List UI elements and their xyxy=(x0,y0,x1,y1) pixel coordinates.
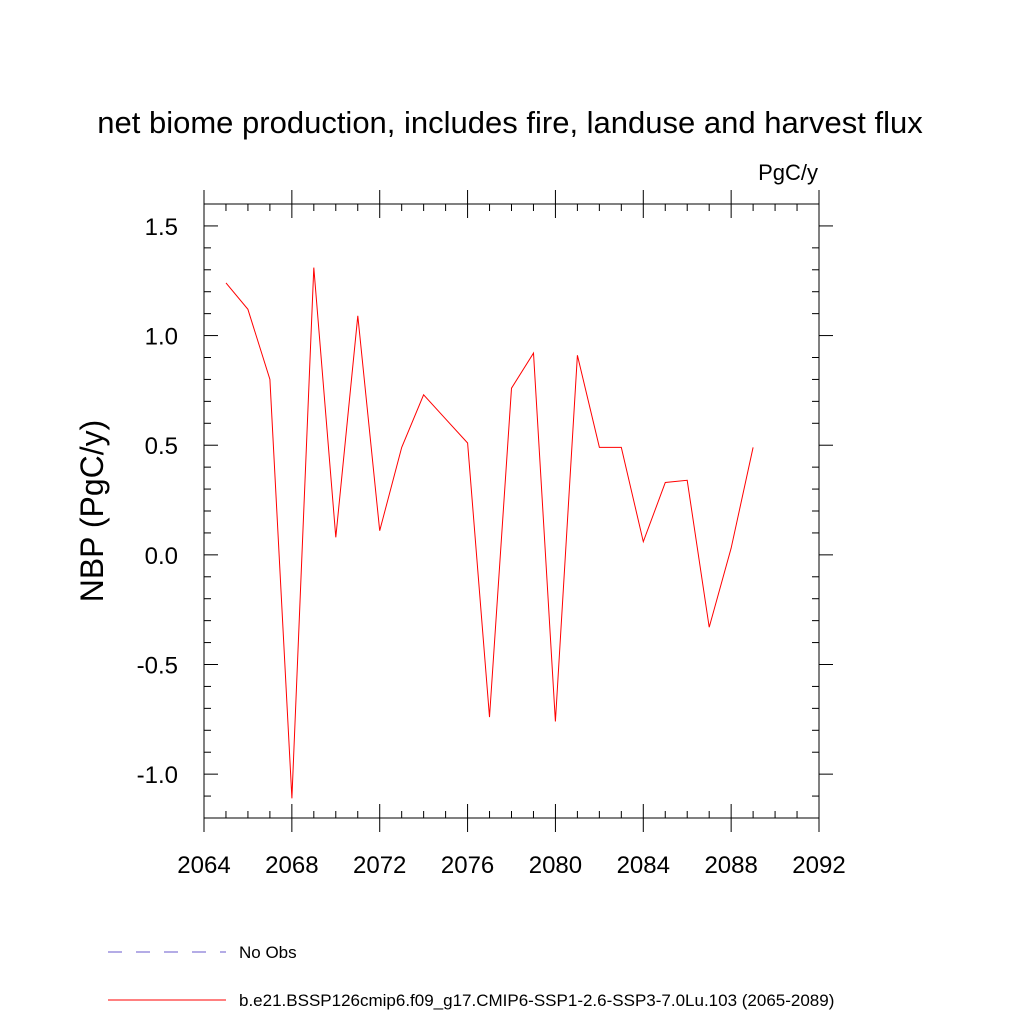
y-axis-label: NBP (PgC/y) xyxy=(74,420,110,603)
y-tick-label: 1.5 xyxy=(145,214,178,241)
series-line xyxy=(225,267,754,799)
chart-title: net biome production, includes fire, lan… xyxy=(97,105,923,140)
x-tick-label: 2088 xyxy=(704,852,757,879)
legend: No Obs b.e21.BSSP126cmip6.f09_g17.CMIP6-S… xyxy=(108,943,834,1010)
units-label: PgC/y xyxy=(758,160,818,185)
y-tick-label: 0.5 xyxy=(145,433,178,460)
y-tick-label: 1.0 xyxy=(145,324,178,351)
x-tick-label: 2084 xyxy=(617,852,670,879)
x-tick-label: 2068 xyxy=(265,852,318,879)
legend-label: No Obs xyxy=(239,943,297,962)
y-tick-label: -1.0 xyxy=(137,762,178,789)
legend-label: b.e21.BSSP126cmip6.f09_g17.CMIP6-SSP1-2.… xyxy=(239,991,834,1010)
series-layer xyxy=(225,267,754,799)
y-tick-label: 0.0 xyxy=(145,543,178,570)
x-tick-label: 2080 xyxy=(529,852,582,879)
axis-ticks xyxy=(203,190,833,832)
x-tick-label: 2064 xyxy=(177,852,230,879)
y-tick-label: -0.5 xyxy=(137,653,178,680)
x-tick-label: 2072 xyxy=(353,852,406,879)
x-tick-label: 2092 xyxy=(792,852,845,879)
axis-tick-labels: 2064 2068 2072 2076 2080 2084 2088 2092 -1.0 -0.5… xyxy=(137,214,846,879)
plot-frame xyxy=(203,203,820,819)
x-tick-label: 2076 xyxy=(441,852,494,879)
